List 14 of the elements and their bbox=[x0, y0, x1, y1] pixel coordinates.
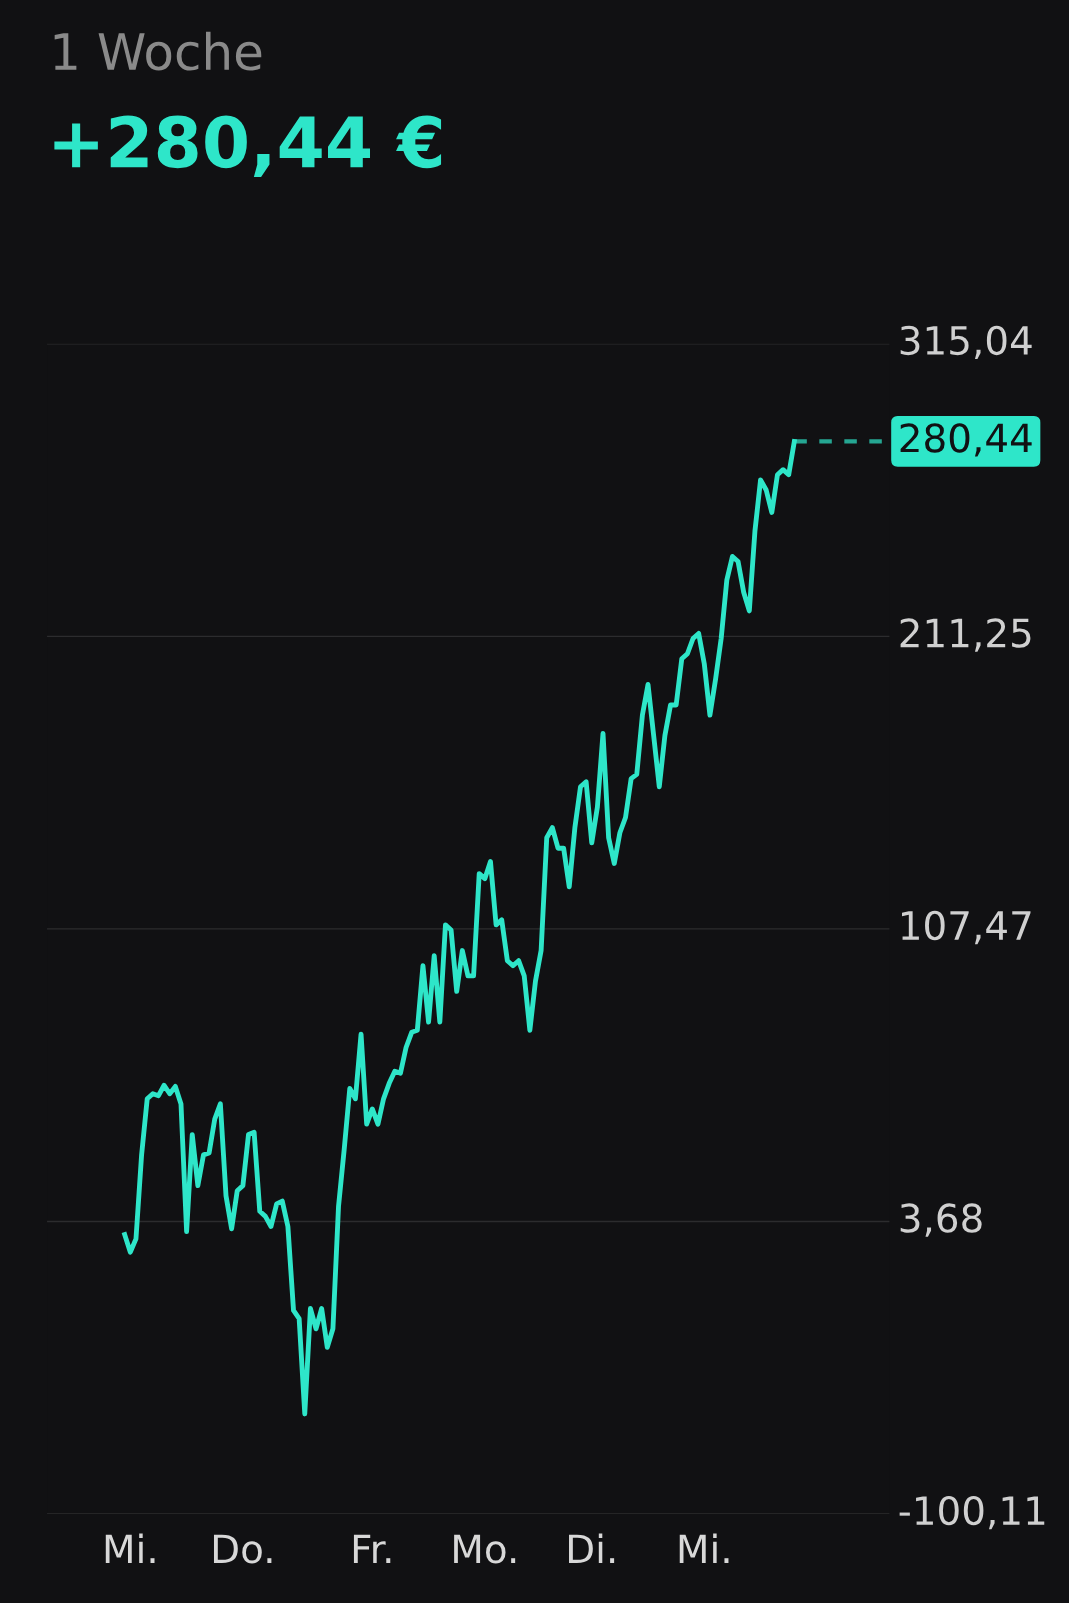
y-tick-label: 3,68 bbox=[900, 1203, 982, 1237]
x-tick-label: Mi. bbox=[105, 1533, 155, 1564]
ref-line-label: 280,44 bbox=[900, 423, 1032, 457]
x-tick-label: Mi. bbox=[679, 1533, 729, 1564]
x-tick-label: Di. bbox=[569, 1533, 615, 1564]
x-tick-label: Mo. bbox=[454, 1534, 516, 1564]
y-tick-label: 107,47 bbox=[902, 910, 1031, 945]
x-tick-label: Do. bbox=[213, 1534, 272, 1564]
x-tick-label: Fr. bbox=[353, 1534, 391, 1564]
chart-title: 1 Woche bbox=[54, 31, 262, 71]
y-tick-label: 211,25 bbox=[900, 618, 1031, 652]
y-tick-label: 315,04 bbox=[900, 325, 1032, 360]
y-tick-label: -100,11 bbox=[899, 1495, 1045, 1530]
chart-subtitle: +280,44 € bbox=[54, 115, 442, 178]
